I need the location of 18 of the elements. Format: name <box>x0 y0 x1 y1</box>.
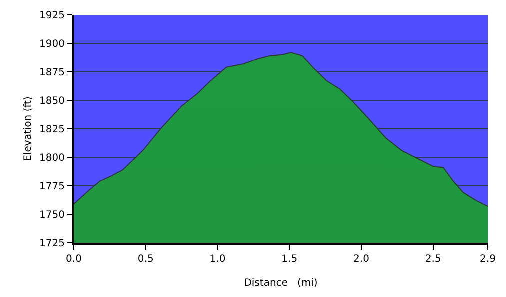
x-tick-label: 0.0 <box>66 254 82 265</box>
x-tick-label: 2.0 <box>354 254 370 265</box>
y-tick-label: 1875 <box>40 68 65 78</box>
x-tick-label: 2.9 <box>480 254 496 265</box>
y-tick-label: 1750 <box>40 210 65 221</box>
y-tick-label: 1825 <box>40 124 65 136</box>
y-tick-label: 1725 <box>40 238 65 250</box>
x-tick-label: 0.5 <box>138 254 154 265</box>
x-tick-label: 1.0 <box>210 254 226 265</box>
y-tick-label: 1925 <box>40 10 65 22</box>
y-axis-title: Elevation (ft) <box>23 96 34 162</box>
x-tick-label: 1.5 <box>282 254 298 265</box>
y-tick-label: 1800 <box>40 153 65 164</box>
y-tick-label: 1775 <box>40 182 65 192</box>
y-tick-label: 1850 <box>40 96 65 107</box>
y-tick-label: 1900 <box>40 39 65 50</box>
x-axis-title: Distance (mi) <box>244 278 318 289</box>
x-tick-label: 2.5 <box>425 254 442 265</box>
